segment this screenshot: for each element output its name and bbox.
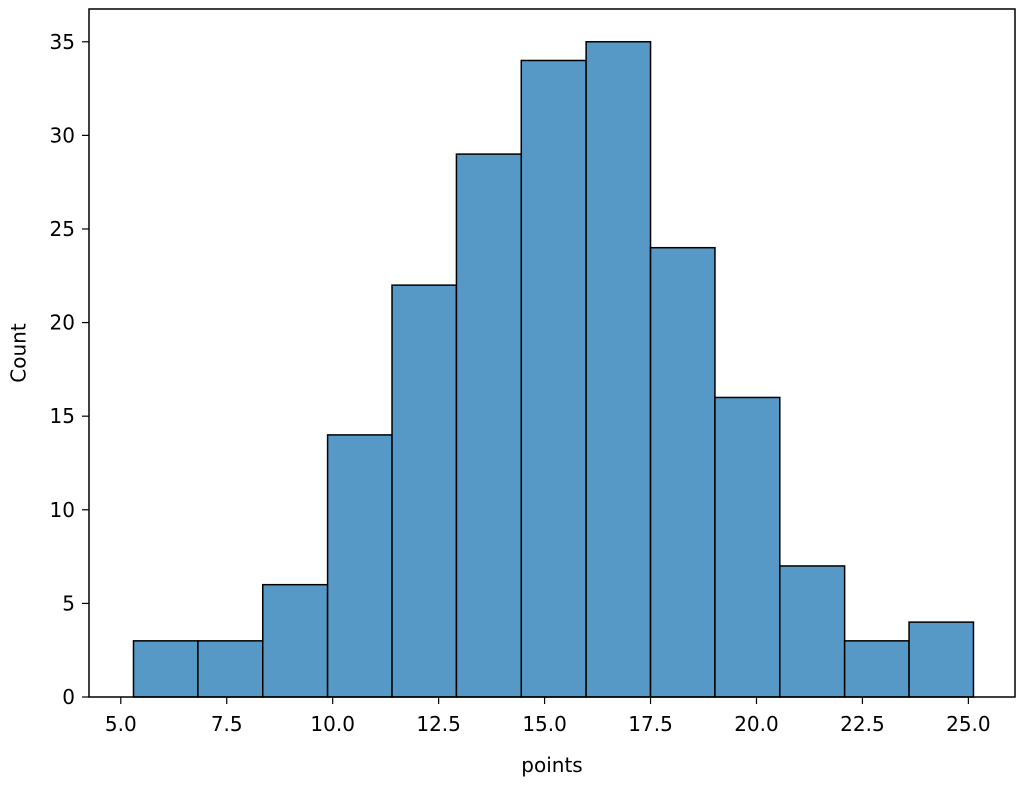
- y-tick-label: 10: [50, 498, 75, 522]
- x-tick-label: 15.0: [522, 712, 567, 736]
- y-tick-label: 0: [62, 685, 75, 709]
- x-axis-ticks: 5.0 7.5 10.0 12.5 15.0 17.5 20.0 22.5 25.0: [105, 697, 991, 736]
- y-tick-label: 35: [50, 30, 75, 54]
- y-tick-label: 30: [50, 123, 75, 147]
- y-axis-title: Count: [7, 323, 31, 383]
- histogram-bar: [908, 621, 975, 698]
- x-tick-label: 17.5: [628, 712, 673, 736]
- histogram-bar: [585, 41, 652, 698]
- x-tick-label: 20.0: [734, 712, 779, 736]
- y-tick-label: 20: [50, 311, 75, 335]
- x-tick-label: 22.5: [840, 712, 885, 736]
- histogram-bar: [197, 640, 264, 698]
- histogram-bar: [391, 284, 458, 698]
- histogram-bar: [262, 583, 329, 698]
- x-tick-label: 12.5: [416, 712, 461, 736]
- histogram-bar: [843, 640, 910, 698]
- y-axis-ticks: 0 5 10 15 20 25 30 35: [50, 30, 89, 709]
- y-tick-label: 5: [62, 591, 75, 615]
- x-tick-label: 25.0: [946, 712, 991, 736]
- x-axis-title: points: [521, 753, 582, 777]
- histogram-bar: [132, 640, 199, 698]
- y-tick-label: 25: [50, 217, 75, 241]
- y-tick-label: 15: [50, 404, 75, 428]
- x-tick-label: 10.0: [310, 712, 355, 736]
- bars-group: [132, 41, 975, 698]
- histogram-bar: [779, 565, 846, 698]
- x-tick-label: 5.0: [105, 712, 137, 736]
- histogram-bar: [455, 153, 523, 698]
- plot-frame: [88, 8, 1016, 698]
- x-tick-label: 7.5: [211, 712, 243, 736]
- histogram-bar: [326, 434, 393, 698]
- histogram-bar: [714, 396, 781, 698]
- histogram-bar: [649, 246, 716, 698]
- histogram-bar: [520, 59, 587, 698]
